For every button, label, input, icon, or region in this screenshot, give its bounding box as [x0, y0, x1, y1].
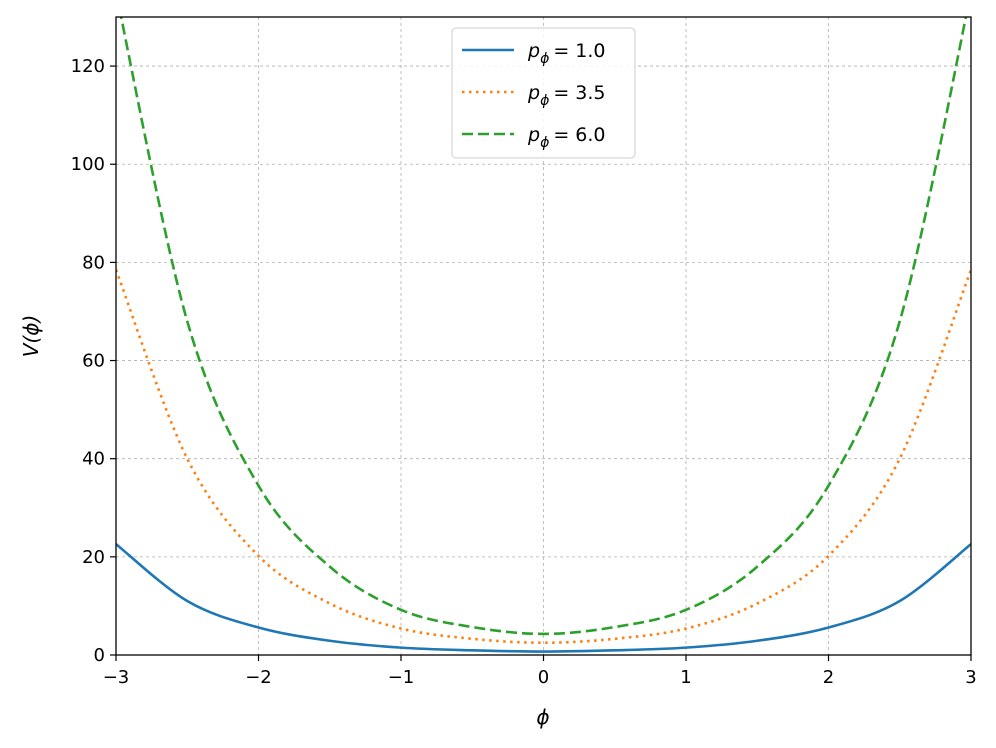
x-tick-label: 0 [538, 667, 549, 688]
legend-label-1: pϕ = 1.0 [527, 40, 606, 67]
y-tick-label: 80 [82, 252, 105, 273]
legend-label-2: pϕ = 3.5 [527, 82, 606, 109]
y-tick-label: 120 [71, 56, 105, 77]
x-tick-label: 3 [965, 667, 976, 688]
x-tick-label: −2 [245, 667, 272, 688]
series-line-1 [116, 543, 971, 653]
y-tick-label: 60 [82, 351, 105, 372]
x-tick-label: 2 [823, 667, 834, 688]
series-line-2 [116, 269, 971, 645]
legend-label-3: pϕ = 6.0 [527, 124, 606, 151]
series-layer [116, 17, 971, 653]
y-tick-label: 100 [71, 154, 105, 175]
y-tick-label: 20 [82, 547, 105, 568]
y-tick-label: 0 [94, 645, 105, 666]
legend-box [451, 27, 636, 159]
y-tick-label: 40 [82, 449, 105, 470]
x-tick-label: −1 [388, 667, 415, 688]
x-axis-label: ϕ [536, 705, 549, 729]
x-tick-label: −3 [103, 667, 130, 688]
x-axis-ticks: −3 −2 −1 0 1 2 3 [103, 655, 977, 688]
y-axis-ticks: 0 20 40 60 80 100 120 [71, 56, 116, 666]
series-line-3 [119, 17, 968, 636]
legend: pϕ = 1.0 pϕ = 3.5 pϕ = 6.0 [451, 27, 636, 159]
x-tick-label: 1 [680, 667, 691, 688]
y-axis-label: V(ϕ) [19, 315, 43, 357]
